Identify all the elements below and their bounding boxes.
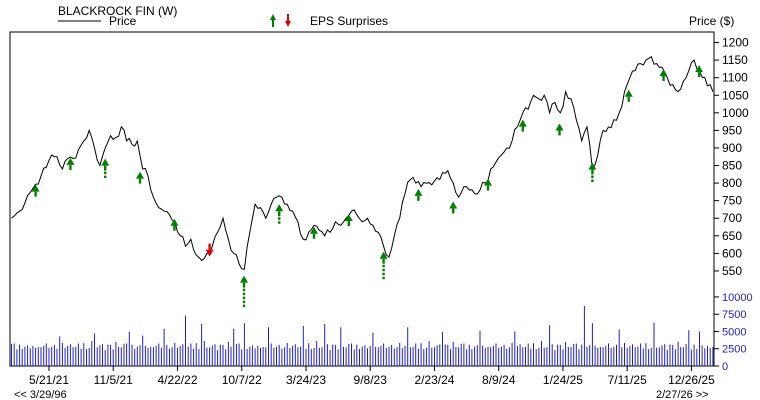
legend-eps-label: EPS Surprises (310, 14, 388, 28)
volume-tick-label: 5000 (722, 326, 746, 338)
x-tick-label: 3/24/23 (286, 373, 326, 387)
volume-tick-label: 7500 (722, 309, 746, 321)
eps-surprise-up-icon (695, 65, 704, 78)
x-tick-label: 2/23/24 (414, 373, 454, 387)
price-tick-label: 650 (722, 229, 742, 243)
eps-surprise-up-icon (31, 184, 40, 197)
eps-surprise-up-icon (136, 171, 145, 184)
x-tick-label: 9/8/23 (354, 373, 388, 387)
legend-price-label: Price (109, 14, 137, 28)
price-tick-label: 600 (722, 246, 742, 260)
price-tick-label: 900 (722, 141, 742, 155)
x-axis: 5/21/21 11/5/21 4/22/22 10/7/22 3/24/23 9/8/2… (29, 366, 715, 387)
eps-markers (31, 65, 704, 308)
x-tick-label: 10/7/22 (222, 373, 262, 387)
volume-bars (11, 305, 714, 366)
price-tick-label: 700 (722, 211, 742, 225)
plot-frame (9, 31, 715, 367)
price-axis: 550 600 650 700 750 800 850 900 950 1000 1050 1100 1… (714, 36, 749, 278)
eps-surprise-up-icon (240, 275, 249, 308)
price-tick-label: 1100 (722, 71, 748, 85)
volume-axis: 0 2500 5000 7500 10000 (714, 292, 753, 373)
eps-surprise-up-icon (344, 214, 353, 227)
y-axis-title: Price ($) (689, 14, 734, 28)
chart-title: BLACKROCK FIN (W) (58, 4, 177, 18)
eps-surprise-up-icon (659, 69, 668, 82)
x-tick-label: 12/26/25 (668, 373, 715, 387)
legend-eps-down-icon (285, 14, 291, 27)
eps-surprise-up-icon (310, 226, 319, 239)
price-tick-label: 850 (722, 159, 742, 173)
eps-surprise-up-icon (624, 89, 633, 102)
volume-tick-label: 0 (722, 361, 728, 373)
eps-surprise-up-icon (101, 158, 110, 179)
legend-eps-up-icon (270, 14, 276, 27)
x-tick-label: 8/9/24 (482, 373, 516, 387)
eps-surprise-up-icon (555, 123, 564, 136)
eps-surprise-up-icon (66, 157, 75, 170)
x-tick-label: 11/5/21 (94, 373, 133, 387)
nav-prev-link[interactable]: << 3/29/96 (14, 389, 67, 400)
price-tick-label: 800 (722, 176, 742, 190)
x-tick-label: 5/21/21 (29, 373, 69, 387)
x-tick-label: 4/22/22 (157, 373, 197, 387)
eps-surprise-up-icon (518, 119, 527, 132)
eps-surprise-up-icon (275, 204, 284, 224)
price-tick-label: 1200 (722, 36, 749, 50)
eps-surprise-up-icon (449, 201, 458, 214)
volume-tick-label: 2500 (722, 344, 746, 356)
eps-surprise-up-icon (414, 188, 423, 201)
price-tick-label: 1000 (722, 106, 749, 120)
eps-surprise-up-icon (588, 162, 597, 182)
nav-next-link[interactable]: 2/27/26 >> (656, 389, 709, 400)
price-tick-label: 1050 (722, 88, 749, 102)
eps-surprise-up-icon (379, 251, 388, 280)
x-tick-label: 7/11/25 (608, 373, 647, 387)
x-tick-label: 1/24/25 (543, 373, 583, 387)
eps-surprise-up-icon (170, 218, 179, 231)
eps-surprise-up-icon (484, 178, 493, 191)
price-line (11, 55, 714, 270)
price-tick-label: 950 (722, 123, 742, 137)
price-tick-label: 550 (722, 264, 742, 278)
eps-surprise-down-icon (205, 243, 214, 257)
volume-tick-label: 10000 (722, 292, 753, 304)
price-tick-label: 1150 (722, 53, 748, 67)
price-tick-label: 750 (722, 194, 742, 208)
